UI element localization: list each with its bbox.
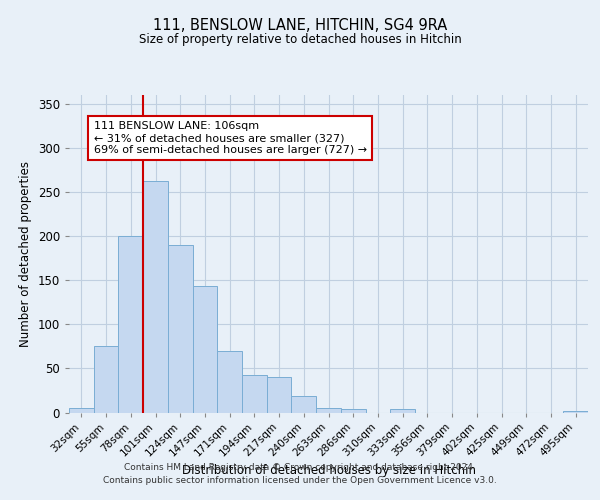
Bar: [193, 286, 217, 412]
Text: 111, BENSLOW LANE, HITCHIN, SG4 9RA: 111, BENSLOW LANE, HITCHIN, SG4 9RA: [153, 18, 447, 32]
Bar: [390, 409, 415, 412]
Bar: [168, 245, 193, 412]
Bar: [292, 396, 316, 412]
Y-axis label: Number of detached properties: Number of detached properties: [19, 161, 32, 347]
X-axis label: Distribution of detached houses by size in Hitchin: Distribution of detached houses by size …: [182, 464, 476, 477]
Text: Contains HM Land Registry data © Crown copyright and database right 2024.: Contains HM Land Registry data © Crown c…: [124, 464, 476, 472]
Text: 111 BENSLOW LANE: 106sqm
← 31% of detached houses are smaller (327)
69% of semi-: 111 BENSLOW LANE: 106sqm ← 31% of detach…: [94, 122, 367, 154]
Text: Contains public sector information licensed under the Open Government Licence v3: Contains public sector information licen…: [103, 476, 497, 485]
Bar: [341, 409, 365, 412]
Bar: [217, 351, 242, 412]
Bar: [94, 346, 118, 412]
Bar: [563, 410, 588, 412]
Bar: [69, 408, 94, 412]
Text: Size of property relative to detached houses in Hitchin: Size of property relative to detached ho…: [139, 32, 461, 46]
Bar: [118, 236, 143, 412]
Bar: [242, 374, 267, 412]
Bar: [267, 377, 292, 412]
Bar: [316, 408, 341, 412]
Bar: [143, 182, 168, 412]
